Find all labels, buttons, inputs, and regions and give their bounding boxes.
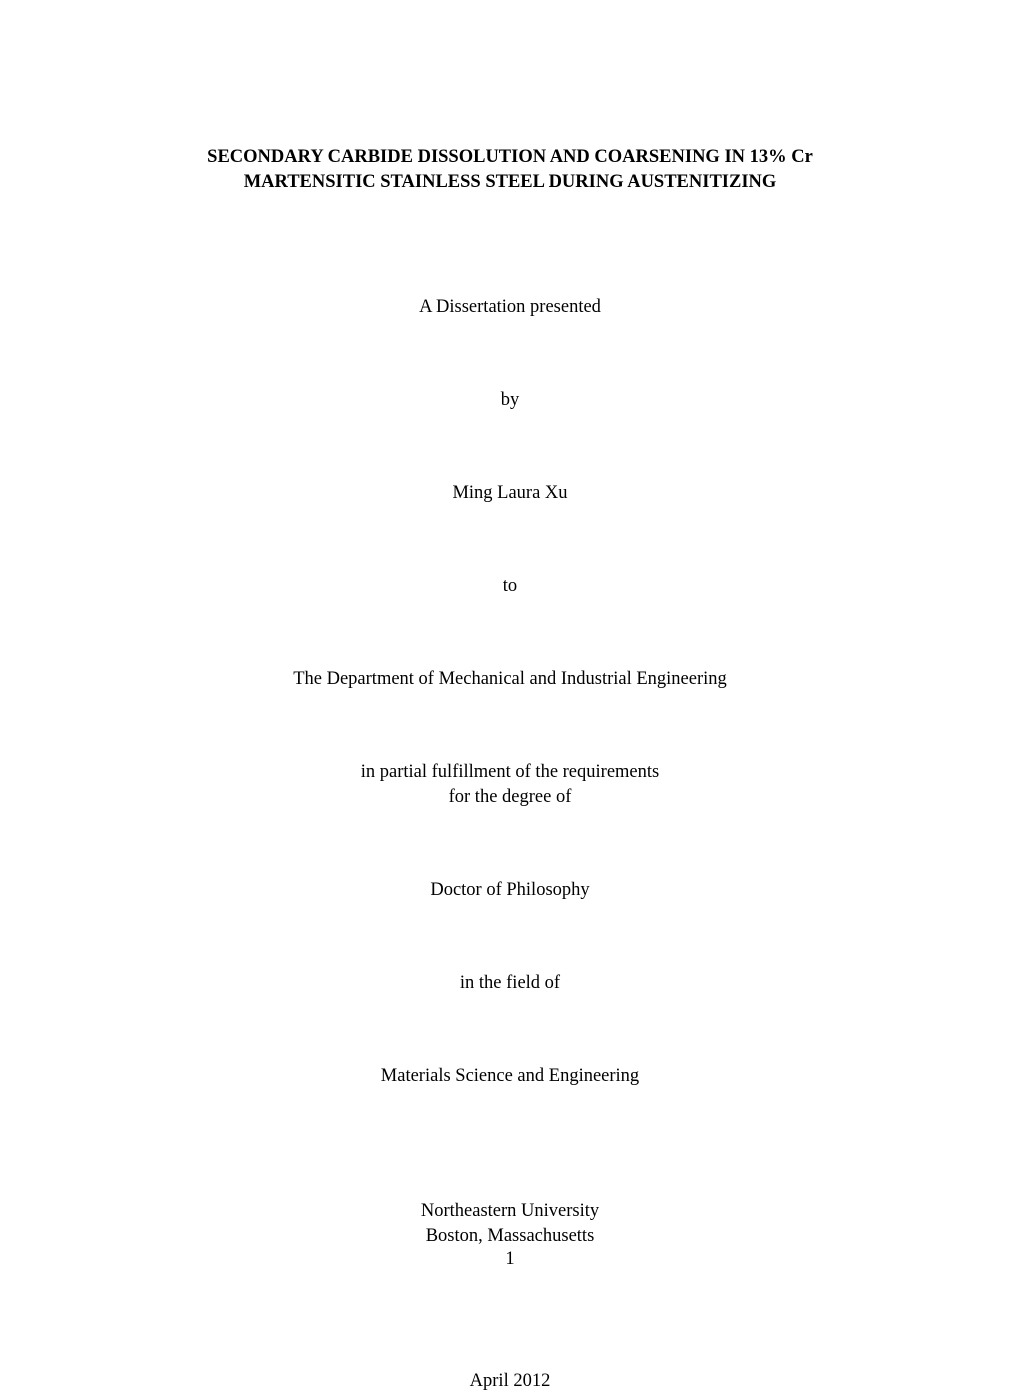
department: The Department of Mechanical and Industr…: [160, 667, 860, 692]
title-line-1: SECONDARY CARBIDE DISSOLUTION AND COARSE…: [160, 145, 860, 170]
page-number: 1: [0, 1249, 1020, 1270]
author-name: Ming Laura Xu: [160, 481, 860, 506]
fulfillment-line-1: in partial fulfillment of the requiremen…: [160, 760, 860, 785]
location: Boston, Massachusetts: [160, 1224, 860, 1249]
by-label: by: [160, 388, 860, 413]
fulfillment-line-2: for the degree of: [160, 785, 860, 810]
field: Materials Science and Engineering: [160, 1064, 860, 1089]
degree: Doctor of Philosophy: [160, 878, 860, 903]
university: Northeastern University: [160, 1199, 860, 1224]
field-label: in the field of: [160, 971, 860, 996]
dissertation-title: SECONDARY CARBIDE DISSOLUTION AND COARSE…: [160, 145, 860, 195]
fulfillment-block: in partial fulfillment of the requiremen…: [160, 760, 860, 810]
to-label: to: [160, 574, 860, 599]
date: April 2012: [160, 1369, 860, 1394]
subtitle: A Dissertation presented: [160, 295, 860, 320]
university-block: Northeastern University Boston, Massachu…: [160, 1199, 860, 1249]
title-line-2: MARTENSITIC STAINLESS STEEL DURING AUSTE…: [160, 170, 860, 195]
